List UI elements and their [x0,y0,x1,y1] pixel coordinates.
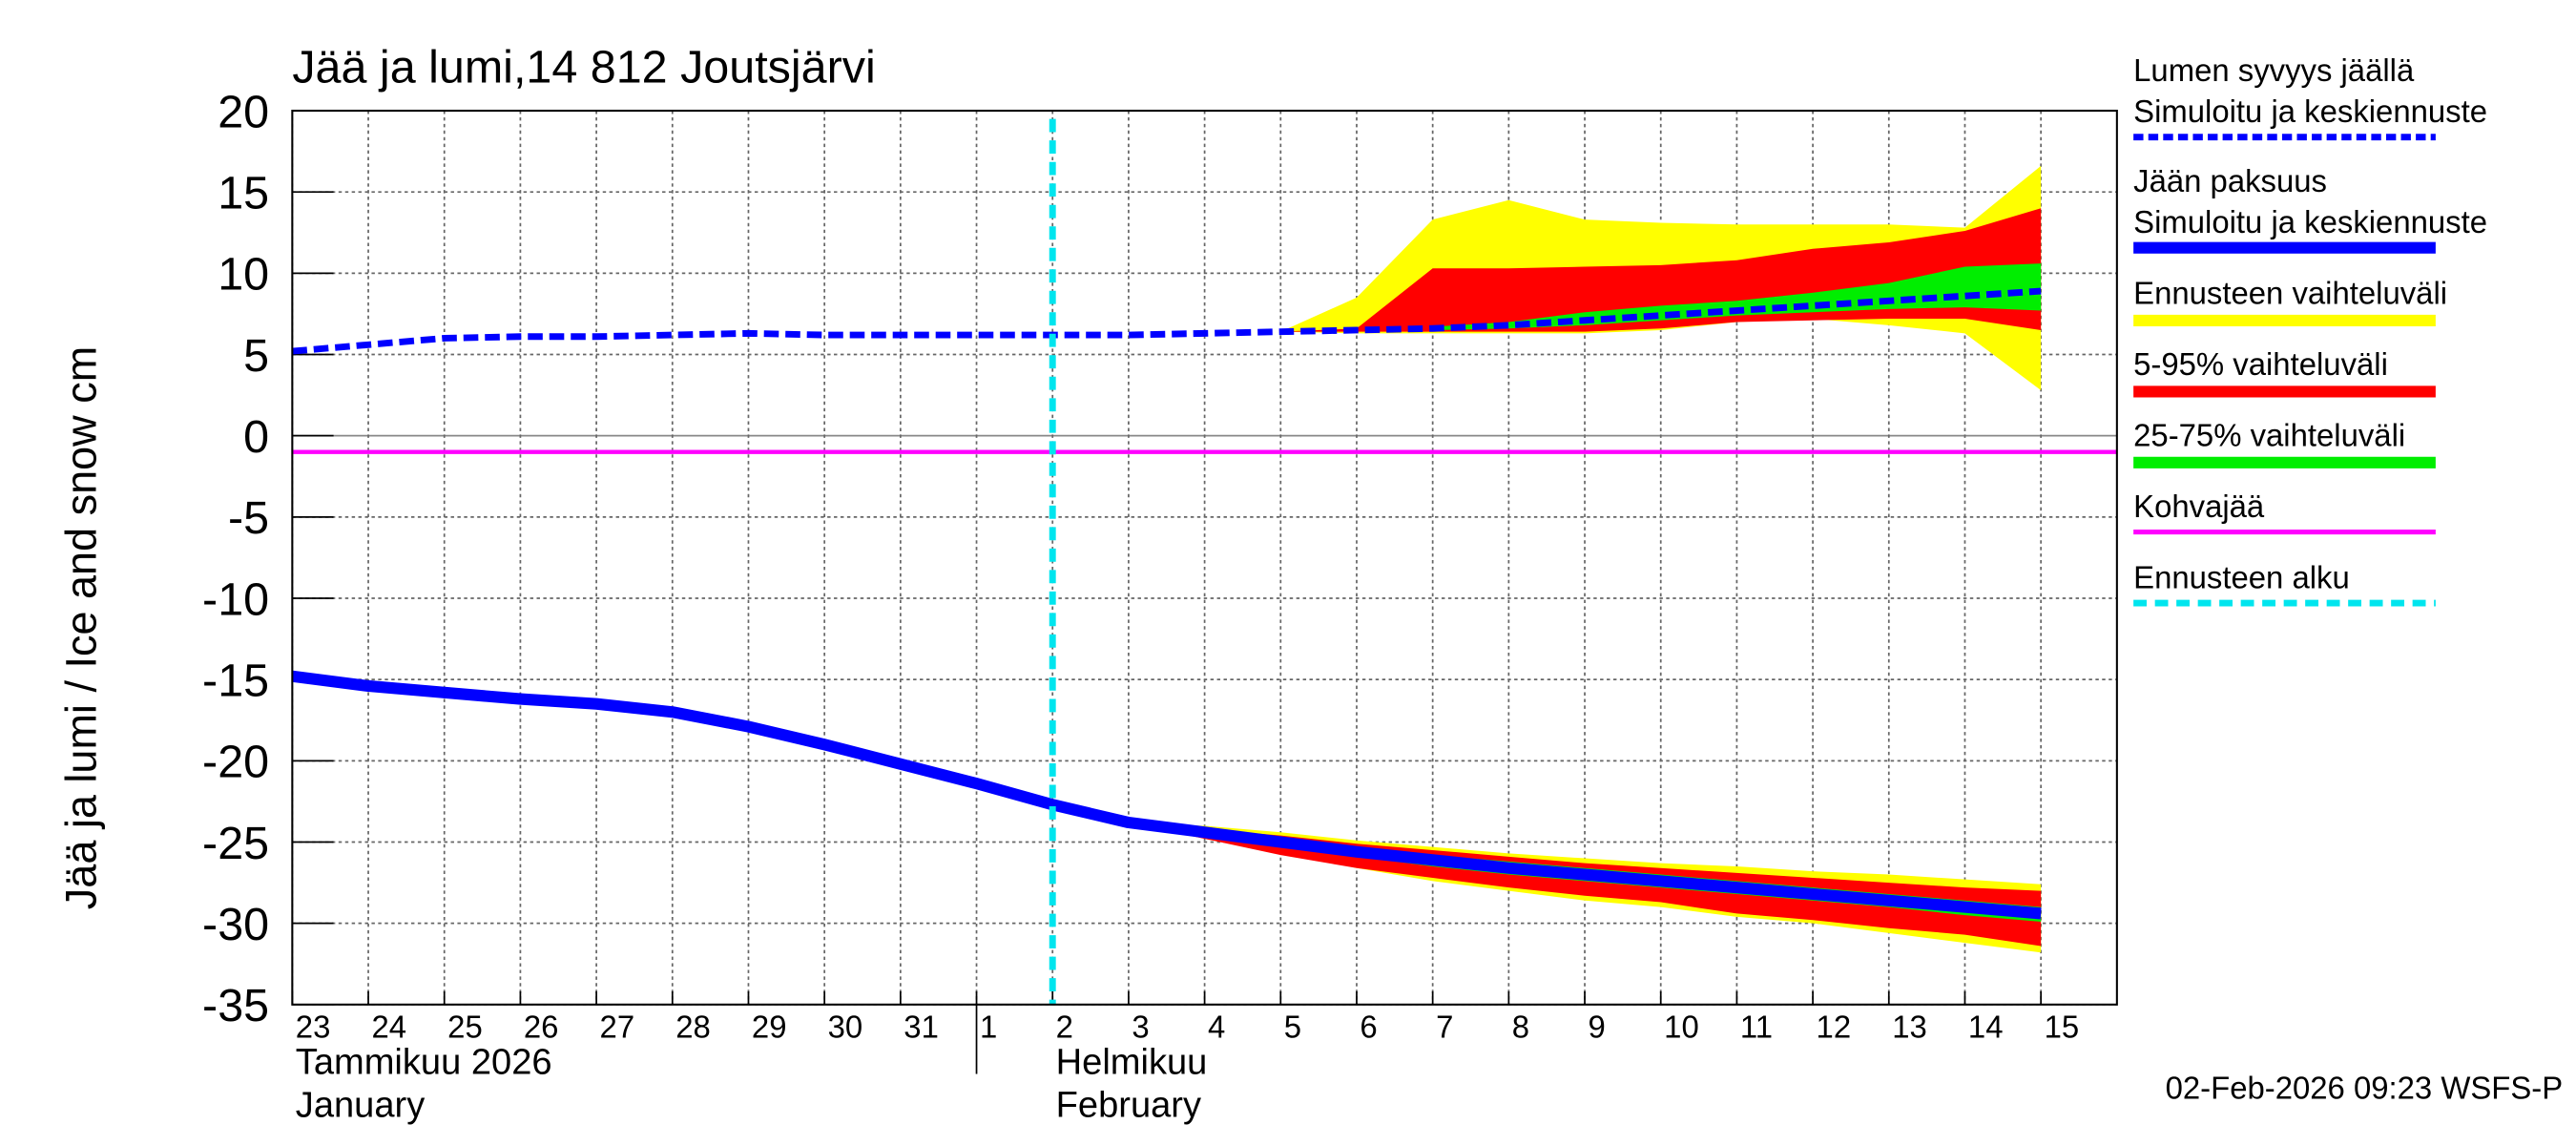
y-tick-label: -20 [202,737,269,788]
chart-title: Jää ja lumi,14 812 Joutsjärvi [292,42,875,94]
legend-label: Lumen syvyys jäällä [2133,52,2415,88]
x-tick-label: 9 [1588,1009,1605,1044]
x-tick-label: 28 [675,1009,711,1044]
legend-label: Simuloitu ja keskiennuste [2133,94,2487,129]
x-tick-label: 3 [1132,1009,1149,1044]
x-tick-label: 13 [1892,1009,1927,1044]
y-axis-label: Jää ja lumi / Ice and snow cm [56,346,105,909]
y-tick-label: 15 [218,167,269,219]
legend-label: Kohvajää [2133,489,2265,524]
band [1432,263,2042,330]
y-tick-label: -25 [202,818,269,869]
y-tick-label: 5 [243,330,269,382]
x-tick-label: 29 [752,1009,787,1044]
month-label-en: January [296,1086,425,1126]
x-tick-label: 27 [600,1009,635,1044]
x-tick-label: 7 [1436,1009,1453,1044]
x-tick-label: 12 [1817,1009,1852,1044]
y-tick-label: -10 [202,573,269,625]
x-tick-label: 23 [296,1009,331,1044]
month-label: Helmikuu [1056,1043,1208,1083]
footer: 02-Feb-2026 09:23 WSFS-P [2166,1071,2564,1106]
y-tick-label: -30 [202,899,269,950]
y-tick-label: 20 [218,86,269,137]
x-tick-label: 11 [1740,1009,1773,1044]
legend-label: 25-75% vaihteluväli [2133,418,2405,453]
y-tick-label: -15 [202,655,269,706]
x-tick-label: 30 [828,1009,863,1044]
legend-label: Jään paksuus [2133,163,2327,198]
x-tick-label: 15 [2045,1009,2080,1044]
x-tick-label: 14 [1968,1009,2004,1044]
legend-label: Ennusteen alku [2133,559,2350,594]
x-tick-label: 24 [371,1009,406,1044]
plot-frame [291,109,2118,1006]
x-tick-label: 2 [1056,1009,1073,1044]
series-line [292,287,2042,355]
x-tick-label: 4 [1208,1009,1225,1044]
y-tick-label: -35 [202,980,269,1031]
legend-label: Simuloitu ja keskiennuste [2133,204,2487,239]
x-tick-label: 6 [1360,1009,1377,1044]
y-tick-label: 10 [218,249,269,301]
y-tick-label: 0 [243,411,269,463]
x-tick-label: 5 [1284,1009,1301,1044]
x-tick-label: 10 [1664,1009,1699,1044]
x-tick-label: 1 [980,1009,997,1044]
legend-label: 5-95% vaihteluväli [2133,346,2388,382]
series-line [291,670,2042,920]
x-tick-label: 31 [904,1009,939,1044]
month-label: Tammikuu 2026 [296,1043,552,1083]
y-tick-label: -5 [228,492,269,544]
x-tick-label: 25 [447,1009,483,1044]
month-label-en: February [1056,1086,1201,1126]
legend-label: Ennusteen vaihteluväli [2133,276,2447,311]
x-tick-label: 8 [1512,1009,1529,1044]
x-tick-label: 26 [524,1009,559,1044]
